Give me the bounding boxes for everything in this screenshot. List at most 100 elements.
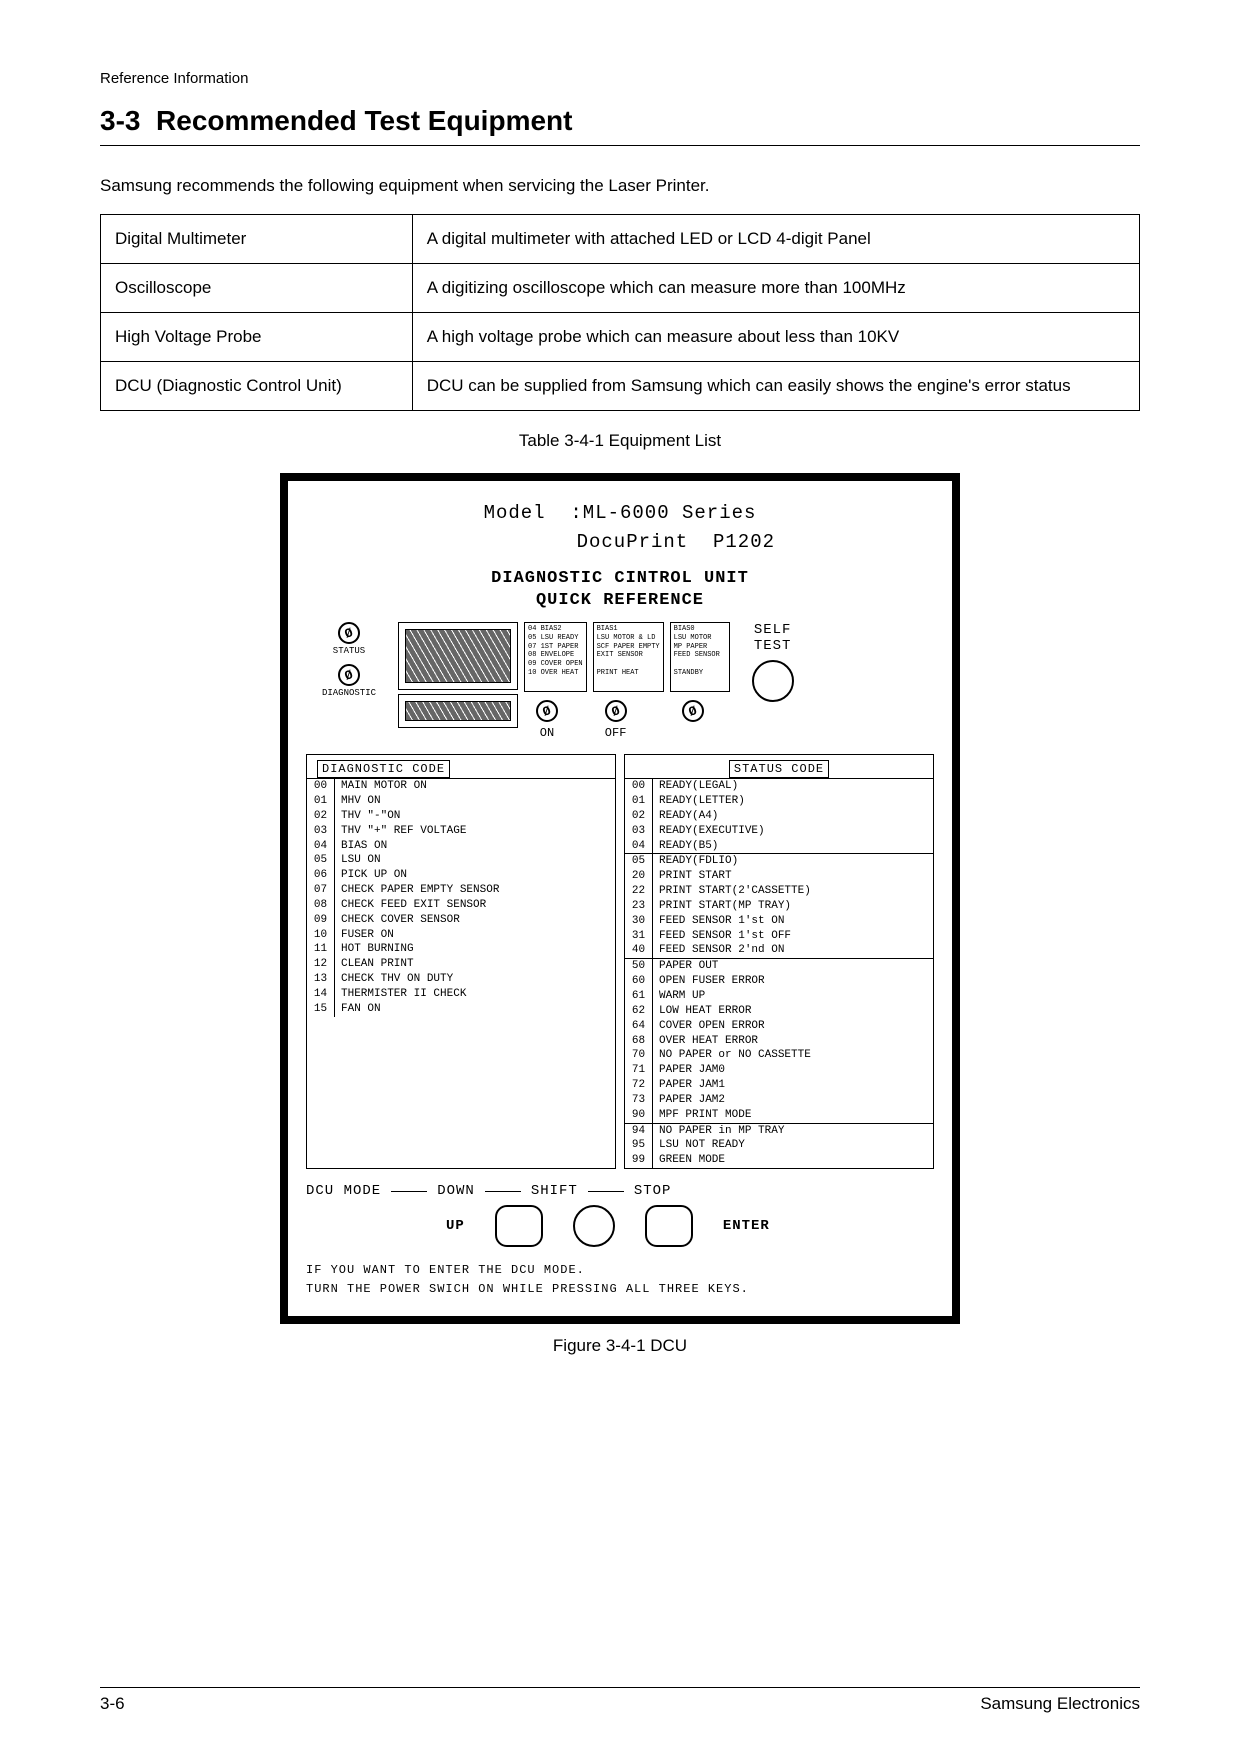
diag-code-box: DIAGNOSTIC CODE 00MAIN MOTOR ON01MHV ON0… (306, 754, 616, 1169)
legend-col-3: BIAS0LSU MOTORMP PAPERFEED SENSOR STANDB… (670, 622, 730, 722)
code-row: 03READY(EXECUTIVE) (625, 824, 933, 839)
code-row: 04READY(B5) (625, 839, 933, 854)
code-row: 12CLEAN PRINT (307, 957, 615, 972)
code-row: 07CHECK PAPER EMPTY SENSOR (307, 883, 615, 898)
table-row: DCU (Diagnostic Control Unit)DCU can be … (101, 362, 1140, 411)
table-row: OscilloscopeA digitizing oscilloscope wh… (101, 264, 1140, 313)
code-row: 60OPEN FUSER ERROR (625, 974, 933, 989)
code-row: 61WARM UP (625, 989, 933, 1004)
section-rule (100, 145, 1140, 146)
equip-name: Digital Multimeter (101, 215, 413, 264)
on-icon: Ø (536, 700, 558, 722)
code-row: 13CHECK THV ON DUTY (307, 972, 615, 987)
code-row: 08CHECK FEED EXIT SENSOR (307, 898, 615, 913)
dcu-top-area: Ø STATUS Ø DIAGNOSTIC 04 BIAS205 LSU REA… (306, 622, 934, 740)
up-button-icon (495, 1205, 543, 1247)
code-row: 05LSU ON (307, 853, 615, 868)
code-row: 62LOW HEAT ERROR (625, 1004, 933, 1019)
status-label: STATUS (306, 646, 392, 656)
equip-name: Oscilloscope (101, 264, 413, 313)
up-label: UP (446, 1218, 465, 1234)
status-code-box: STATUS CODE 00READY(LEGAL)01READY(LETTER… (624, 754, 934, 1169)
code-row: 70NO PAPER or NO CASSETTE (625, 1048, 933, 1063)
code-row: 90MPF PRINT MODE (625, 1108, 933, 1123)
code-row: 11HOT BURNING (307, 942, 615, 957)
code-row: 99GREEN MODE (625, 1153, 933, 1168)
dcu-heading: DIAGNOSTIC CINTROL UNITQUICK REFERENCE (306, 568, 934, 612)
code-row: 64COVER OPEN ERROR (625, 1019, 933, 1034)
code-row: 00READY(LEGAL) (625, 779, 933, 794)
code-row: 01READY(LETTER) (625, 794, 933, 809)
code-row: 06PICK UP ON (307, 868, 615, 883)
equip-name: High Voltage Probe (101, 313, 413, 362)
figure-caption: Figure 3-4-1 DCU (100, 1336, 1140, 1356)
self-label: SELF (752, 622, 794, 638)
shift-label: SHIFT (531, 1183, 578, 1199)
legend-col-2: BIAS1LSU MOTOR & LDSCF PAPER EMPTYEXIT S… (593, 622, 664, 740)
dcu-code-tables: DIAGNOSTIC CODE 00MAIN MOTOR ON01MHV ON0… (306, 754, 934, 1169)
dip-switch-bottom (398, 694, 518, 728)
legend-col-1: 04 BIAS205 LSU READY07 1ST PAPER08 ENVEL… (524, 622, 587, 740)
code-row: 22PRINT START(2'CASSETTE) (625, 884, 933, 899)
page-footer: 3-6 Samsung Electronics (100, 1687, 1140, 1714)
instr-line-1: IF YOU WANT TO ENTER THE DCU MODE. (306, 1261, 934, 1280)
table-caption: Table 3-4-1 Equipment List (100, 431, 1140, 451)
intro-text: Samsung recommends the following equipme… (100, 176, 1140, 196)
code-row: 68OVER HEAT ERROR (625, 1034, 933, 1049)
line-icon (588, 1191, 624, 1192)
code-row: 00MAIN MOTOR ON (307, 779, 615, 794)
code-row: 40FEED SENSOR 2'nd ON (625, 943, 933, 958)
dcu-bottom: DCU MODE DOWN SHIFT STOP UP ENTER IF YOU… (306, 1183, 934, 1299)
stop-label: STOP (634, 1183, 672, 1199)
table-row: High Voltage ProbeA high voltage probe w… (101, 313, 1140, 362)
equipment-table: Digital MultimeterA digital multimeter w… (100, 214, 1140, 411)
code-row: 72PAPER JAM1 (625, 1078, 933, 1093)
ref-info: Reference Information (100, 70, 1140, 87)
enter-label: ENTER (723, 1218, 770, 1234)
dip-switch-top (398, 622, 518, 690)
self-test-button-icon (752, 660, 794, 702)
status-led-icon: Ø (338, 622, 360, 644)
equip-desc: A high voltage probe which can measure a… (412, 313, 1139, 362)
self-test-col: SELF TEST (752, 622, 794, 707)
code-row: 50PAPER OUT (625, 958, 933, 974)
led-column: Ø STATUS Ø DIAGNOSTIC (306, 622, 392, 698)
line-icon (391, 1191, 427, 1192)
code-row: 09CHECK COVER SENSOR (307, 913, 615, 928)
off-icon: Ø (605, 700, 627, 722)
dcu-panel: Model :ML-6000 Series DocuPrint P1202 DI… (280, 473, 960, 1324)
code-row: 01MHV ON (307, 794, 615, 809)
diag-led-icon: Ø (338, 664, 360, 686)
code-row: 03THV "+" REF VOLTAGE (307, 824, 615, 839)
led3-icon: Ø (682, 700, 704, 722)
code-row: 31FEED SENSOR 1'st OFF (625, 929, 933, 944)
section-number: 3-3 (100, 105, 140, 136)
diag-code-title: DIAGNOSTIC CODE (317, 760, 450, 778)
code-row: 10FUSER ON (307, 928, 615, 943)
table-row: Digital MultimeterA digital multimeter w… (101, 215, 1140, 264)
footer-right: Samsung Electronics (980, 1694, 1140, 1714)
status-code-title: STATUS CODE (729, 760, 829, 778)
dcu-mode-label: DCU MODE (306, 1183, 381, 1199)
section-title: 3-3 Recommended Test Equipment (100, 105, 1140, 137)
code-row: 02READY(A4) (625, 809, 933, 824)
code-row: 02THV "-"ON (307, 809, 615, 824)
equip-desc: A digitizing oscilloscope which can meas… (412, 264, 1139, 313)
dip-column (398, 622, 518, 728)
line-icon (485, 1191, 521, 1192)
instr-line-2: TURN THE POWER SWICH ON WHILE PRESSING A… (306, 1280, 934, 1299)
down-label: DOWN (437, 1183, 475, 1199)
code-row: 94NO PAPER in MP TRAY (625, 1123, 933, 1139)
enter-button-icon (645, 1205, 693, 1247)
code-row: 14THERMISTER II CHECK (307, 987, 615, 1002)
test-label: TEST (752, 638, 794, 654)
equip-desc: DCU can be supplied from Samsung which c… (412, 362, 1139, 411)
section-name: Recommended Test Equipment (156, 105, 572, 136)
page-number: 3-6 (100, 1694, 125, 1714)
equip-desc: A digital multimeter with attached LED o… (412, 215, 1139, 264)
diag-label: DIAGNOSTIC (306, 688, 392, 698)
off-label: OFF (593, 726, 639, 740)
on-label: ON (524, 726, 570, 740)
code-row: 30FEED SENSOR 1'st ON (625, 914, 933, 929)
code-row: 73PAPER JAM2 (625, 1093, 933, 1108)
